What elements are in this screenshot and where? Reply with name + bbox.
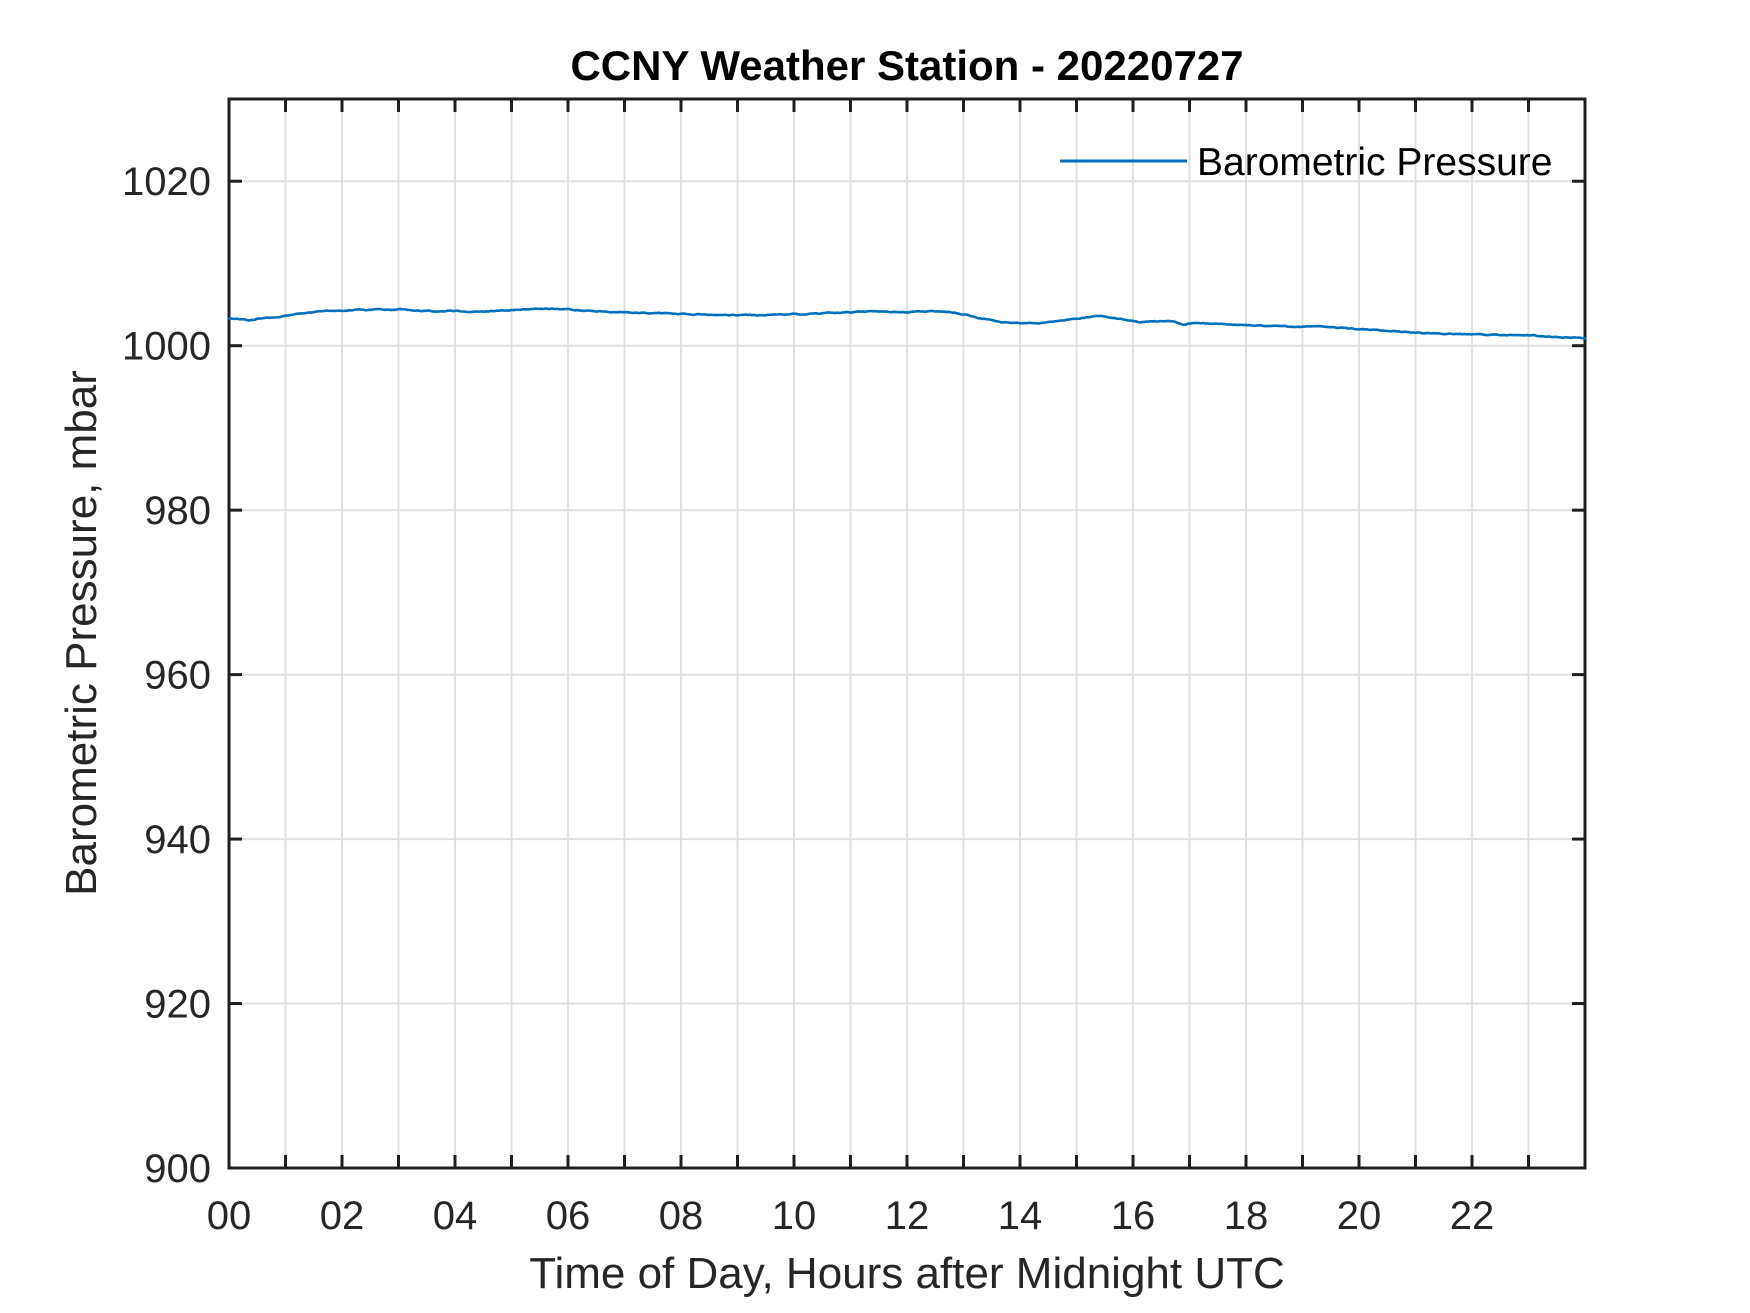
- x-axis-label: Time of Day, Hours after Midnight UTC: [529, 1249, 1285, 1298]
- chart-title: CCNY Weather Station - 20220727: [570, 42, 1243, 89]
- y-axis-label: Barometric Pressure, mbar: [57, 370, 106, 896]
- x-tick-label: 14: [998, 1194, 1043, 1238]
- x-tick-label: 08: [659, 1194, 704, 1238]
- y-tick-label: 980: [144, 489, 211, 533]
- legend: Barometric Pressure: [1060, 141, 1552, 184]
- x-tick-labels: 00 02 04 06 08 10 12 14 16 18 20 22: [207, 1194, 1495, 1238]
- x-tick-label: 04: [433, 1194, 478, 1238]
- plot-border: [227, 97, 1587, 1170]
- x-tick-label: 06: [546, 1194, 591, 1238]
- x-tick-label: 22: [1450, 1194, 1495, 1238]
- y-tick-label: 900: [144, 1147, 211, 1191]
- tick-layer: [227, 99, 1587, 1170]
- y-tick-label: 920: [144, 983, 211, 1027]
- x-tick-label: 18: [1224, 1194, 1269, 1238]
- legend-label: Barometric Pressure: [1197, 141, 1552, 184]
- x-tick-label: 16: [1111, 1194, 1156, 1238]
- y-tick-label: 1000: [122, 325, 211, 369]
- y-tick-label: 1020: [122, 160, 211, 204]
- x-tick-label: 20: [1337, 1194, 1382, 1238]
- x-tick-label: 02: [320, 1194, 365, 1238]
- x-tick-label: 10: [772, 1194, 817, 1238]
- x-tick-label: 12: [885, 1194, 930, 1238]
- x-tick-label: 00: [207, 1194, 252, 1238]
- y-tick-label: 960: [144, 654, 211, 698]
- pressure-line: [227, 307, 1587, 340]
- y-tick-labels: 900 920 940 960 980 1000 1020: [122, 160, 211, 1191]
- grid-layer: [229, 99, 1585, 1168]
- y-tick-label: 940: [144, 818, 211, 862]
